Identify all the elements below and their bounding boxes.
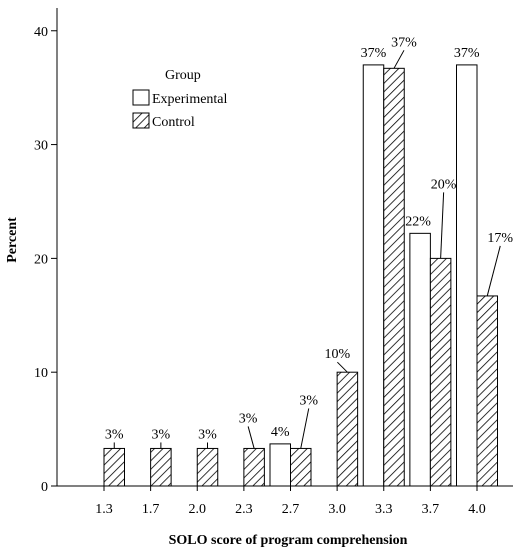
legend: Group Experimental Control [132,68,228,130]
bar-control [336,371,359,487]
legend-swatch-control [132,112,150,129]
data-label-control: 3% [198,427,217,442]
bar-control [150,447,172,487]
data-label-control: 3% [299,393,318,408]
y-axis: 0 10 20 30 40 [34,8,58,495]
data-label-experimental: 4% [271,425,290,440]
y-tick-label: 0 [41,480,48,495]
bar-experimental [409,232,431,487]
x-tick-label: 4.0 [468,502,486,517]
bar-control [290,447,312,487]
y-axis-title: Percent [5,217,20,263]
x-tick-label: 2.7 [282,502,300,517]
data-label-experimental: 22% [405,214,431,229]
label-leader-line [440,192,445,259]
legend-label-control: Control [152,115,195,130]
bar-experimental [269,443,291,487]
y-tick-label: 20 [34,252,48,267]
data-label-control: 3% [239,411,258,426]
bar-experimental [362,64,385,487]
data-label-control: 37% [391,35,417,50]
bar-experimental [456,64,478,487]
label-leader-line [247,426,255,449]
y-tick-label: 10 [34,366,48,381]
legend-title: Group [165,68,201,83]
label-leader-line [337,361,348,373]
x-tick-label: 3.0 [328,502,346,517]
legend-swatch-experimental [132,89,150,106]
data-label-control: 20% [431,177,457,192]
bar-control [383,67,405,487]
bars [103,64,498,487]
data-labels: 4% 37% 22% 37% 3% 3% 3% 3% 3% 10% 37% 20% 17% [105,35,513,449]
x-axis: 1.3 1.7 2.0 2.3 2.7 3.0 3.3 3.7 4.0 [57,485,513,517]
bar-control [196,447,219,487]
data-label-experimental: 37% [454,46,480,61]
x-tick-label: 1.3 [95,502,113,517]
data-label-control: 3% [105,427,124,442]
x-tick-label: 1.7 [142,502,160,517]
data-label-control: 3% [152,427,171,442]
x-tick-label: 2.0 [189,502,207,517]
bar-control [429,257,452,487]
data-label-control: 10% [325,347,351,362]
data-label-experimental: 37% [361,46,387,61]
y-tick-label: 40 [34,25,48,40]
label-leader-line [393,50,405,69]
x-tick-label: 3.3 [375,502,393,517]
label-leader-line [300,408,310,449]
data-label-control: 17% [487,231,513,246]
bar-control [243,447,265,487]
label-leader-line [486,245,501,297]
x-axis-title: SOLO score of program comprehension [169,533,408,548]
x-tick-label: 3.7 [422,502,440,517]
y-tick-label: 30 [34,139,48,154]
legend-label-experimental: Experimental [152,92,228,107]
bar-control [103,447,125,487]
bar-control [476,295,498,487]
x-tick-label: 2.3 [235,502,253,517]
